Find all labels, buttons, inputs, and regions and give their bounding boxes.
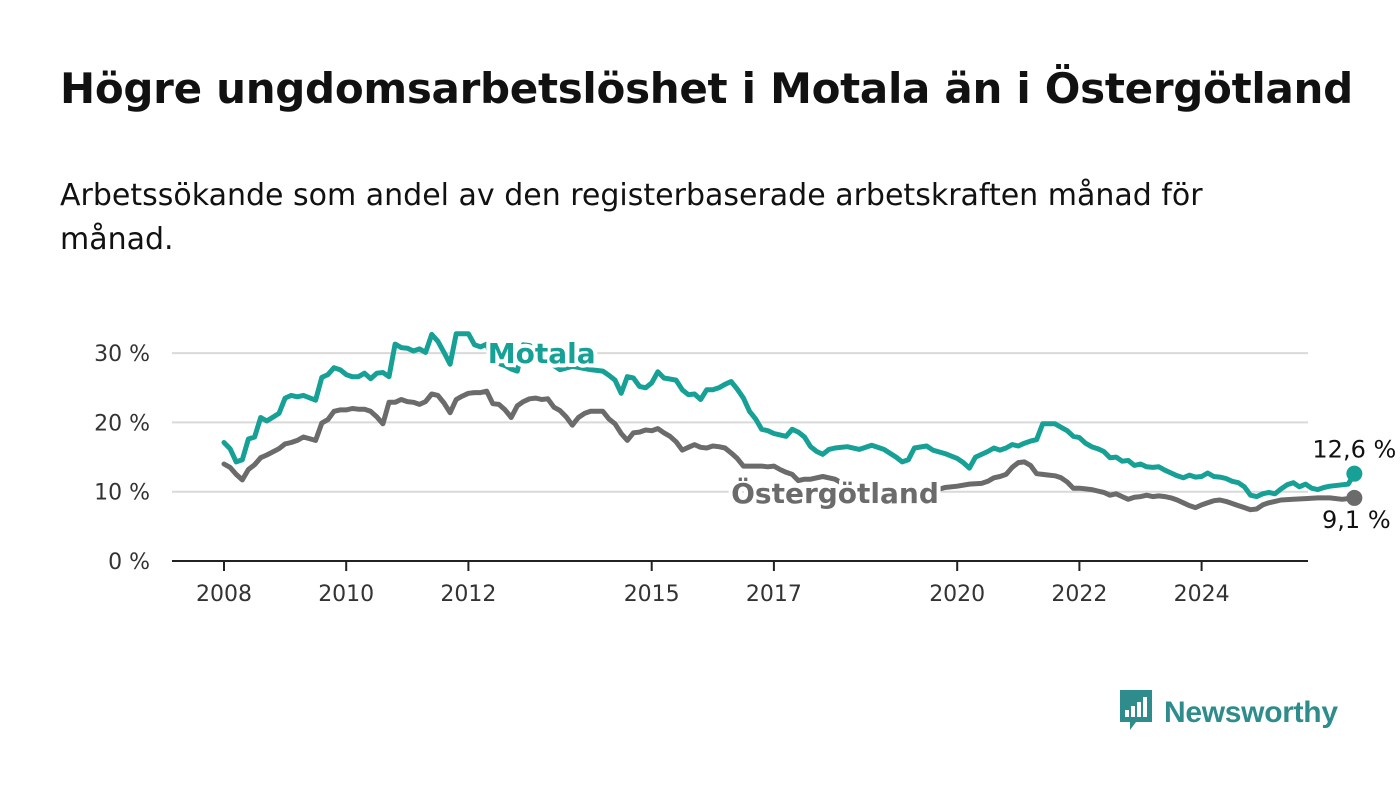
ostergotland-line [221, 388, 1357, 513]
chart-subtitle: Arbetssökande som andel av den registerb… [60, 178, 1203, 257]
y-tick-label: 20 % [94, 411, 150, 436]
ostergotland-label: Östergötland [731, 476, 939, 510]
x-tick-label: 2024 [1174, 582, 1230, 607]
bar-chart-speech-icon [1118, 688, 1154, 738]
x-tick-label: 2010 [318, 582, 374, 607]
line-chart: 0 % 10 % 20 % 30 % 2008 2010 2012 2015 2017 2020… [94, 331, 1400, 607]
x-tick-label: 2012 [440, 582, 496, 607]
y-tick-label: 0 % [108, 550, 150, 575]
newsworthy-logo: Newsworthy [1118, 690, 1338, 736]
ostergotland-end-label-halo: 9,1 % [1322, 506, 1391, 534]
y-axis-ticks: 0 % 10 % 20 % 30 % [94, 342, 150, 575]
x-tick-label: 2008 [196, 582, 252, 607]
x-tick-label: 2020 [929, 582, 985, 607]
motala-label-halo: Motala [488, 337, 596, 370]
y-tick-label: 10 % [94, 481, 150, 506]
series-lines [221, 331, 1363, 513]
ostergotland-end-label: 9,1 % [1322, 506, 1391, 534]
motala-end-label-halo: 12,6 % [1312, 436, 1396, 464]
x-tick-label: 2017 [746, 582, 802, 607]
ostergotland-label-halo: Östergötland [731, 476, 939, 510]
brand-name: Newsworthy [1164, 696, 1338, 729]
chart-title: Högre ungdomsarbetslöshet i Motala än i … [60, 64, 1353, 113]
x-tick-label: 2015 [624, 582, 680, 607]
motala-end-dot [1346, 465, 1363, 482]
motala-label: Motala [488, 337, 596, 370]
x-axis-ticks: 2008 2010 2012 2015 2017 2020 2022 2024 [196, 561, 1230, 607]
gridlines [172, 352, 1308, 493]
ostergotland-end-dot [1346, 489, 1363, 506]
x-tick-label: 2022 [1051, 582, 1107, 607]
motala-end-label: 12,6 % [1312, 436, 1396, 464]
motala-line [221, 331, 1357, 500]
y-tick-label: 30 % [94, 342, 150, 367]
